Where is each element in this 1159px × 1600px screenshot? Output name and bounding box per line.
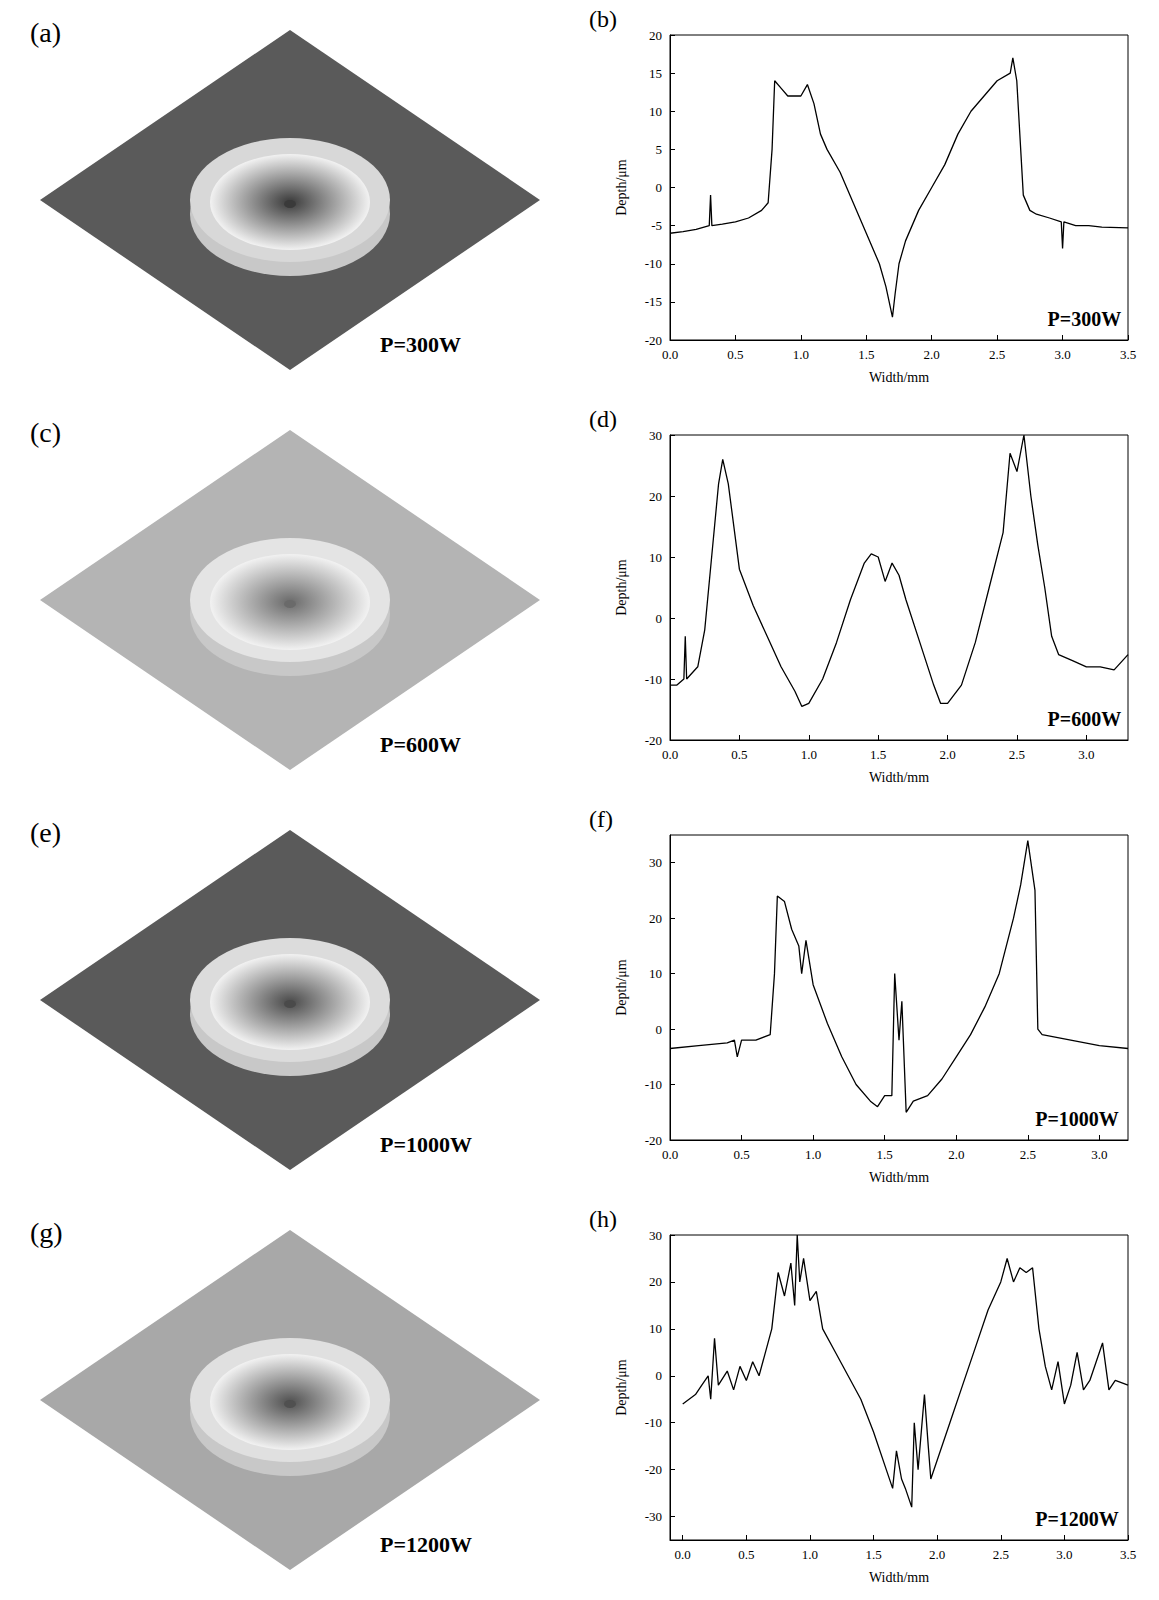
svg-text:-10: -10 (645, 1077, 662, 1092)
svg-text:2.5: 2.5 (989, 347, 1005, 362)
svg-text:(a): (a) (30, 17, 61, 48)
svg-text:(h): (h) (589, 1206, 617, 1232)
svg-text:20: 20 (649, 28, 662, 43)
svg-text:-20: -20 (645, 1462, 662, 1477)
svg-text:(c): (c) (30, 417, 61, 448)
svg-text:2.5: 2.5 (1020, 1147, 1036, 1162)
svg-text:2.0: 2.0 (924, 347, 940, 362)
svg-text:3.5: 3.5 (1120, 1547, 1136, 1562)
svg-text:2.5: 2.5 (993, 1547, 1009, 1562)
svg-text:3.0: 3.0 (1054, 347, 1070, 362)
svg-text:1.5: 1.5 (858, 347, 874, 362)
svg-text:30: 30 (649, 855, 662, 870)
svg-text:20: 20 (649, 911, 662, 926)
svg-text:1.0: 1.0 (805, 1147, 821, 1162)
svg-text:3.5: 3.5 (1120, 347, 1136, 362)
svg-text:10: 10 (649, 550, 662, 565)
svg-text:(f): (f) (589, 806, 613, 832)
svg-text:3.0: 3.0 (1056, 1547, 1072, 1562)
svg-text:5: 5 (656, 142, 663, 157)
svg-text:2.0: 2.0 (939, 747, 955, 762)
svg-text:20: 20 (649, 489, 662, 504)
svg-text:1.0: 1.0 (801, 747, 817, 762)
svg-text:-20: -20 (645, 1133, 662, 1148)
svg-text:1.0: 1.0 (802, 1547, 818, 1562)
svg-text:(e): (e) (30, 817, 61, 848)
svg-text:Depth/μm: Depth/μm (614, 559, 629, 616)
svg-text:0: 0 (656, 1368, 663, 1383)
svg-text:P=600W: P=600W (380, 732, 461, 757)
svg-text:0.5: 0.5 (738, 1547, 754, 1562)
svg-text:P=600W: P=600W (1048, 708, 1122, 730)
svg-text:-20: -20 (645, 333, 662, 348)
svg-text:Width/mm: Width/mm (869, 1570, 929, 1585)
svg-text:0.0: 0.0 (662, 1147, 678, 1162)
svg-text:1.5: 1.5 (870, 747, 886, 762)
svg-text:0.5: 0.5 (733, 1147, 749, 1162)
svg-text:0.0: 0.0 (662, 747, 678, 762)
svg-text:15: 15 (649, 66, 662, 81)
svg-text:P=300W: P=300W (1048, 308, 1122, 330)
svg-text:-15: -15 (645, 294, 662, 309)
svg-text:P=1200W: P=1200W (380, 1532, 472, 1557)
svg-text:30: 30 (649, 428, 662, 443)
svg-text:3.0: 3.0 (1078, 747, 1094, 762)
svg-text:0.5: 0.5 (727, 347, 743, 362)
svg-text:Width/mm: Width/mm (869, 1170, 929, 1185)
svg-text:-20: -20 (645, 733, 662, 748)
svg-text:P=300W: P=300W (380, 332, 461, 357)
svg-text:1.5: 1.5 (877, 1147, 893, 1162)
svg-text:10: 10 (649, 966, 662, 981)
svg-text:0: 0 (656, 611, 663, 626)
svg-text:1.0: 1.0 (793, 347, 809, 362)
svg-text:-30: -30 (645, 1509, 662, 1524)
svg-text:-10: -10 (645, 1415, 662, 1430)
svg-text:P=1200W: P=1200W (1035, 1508, 1119, 1530)
svg-text:Depth/μm: Depth/μm (614, 159, 629, 216)
svg-text:2.0: 2.0 (948, 1147, 964, 1162)
svg-text:Depth/μm: Depth/μm (614, 959, 629, 1016)
svg-text:10: 10 (649, 104, 662, 119)
svg-text:2.0: 2.0 (929, 1547, 945, 1562)
svg-text:1.5: 1.5 (865, 1547, 881, 1562)
svg-text:20: 20 (649, 1274, 662, 1289)
svg-text:0.0: 0.0 (675, 1547, 691, 1562)
svg-text:P=1000W: P=1000W (380, 1132, 472, 1157)
svg-text:Width/mm: Width/mm (869, 770, 929, 785)
svg-text:0.5: 0.5 (731, 747, 747, 762)
svg-text:(d): (d) (589, 406, 617, 432)
svg-text:P=1000W: P=1000W (1035, 1108, 1119, 1130)
svg-text:Depth/μm: Depth/μm (614, 1359, 629, 1416)
svg-text:0.0: 0.0 (662, 347, 678, 362)
svg-text:0: 0 (656, 180, 663, 195)
svg-text:Width/mm: Width/mm (869, 370, 929, 385)
svg-text:10: 10 (649, 1321, 662, 1336)
svg-text:(g): (g) (30, 1217, 63, 1248)
svg-text:(b): (b) (589, 6, 617, 32)
svg-text:30: 30 (649, 1228, 662, 1243)
svg-text:0: 0 (656, 1022, 663, 1037)
svg-text:-10: -10 (645, 672, 662, 687)
svg-text:-5: -5 (651, 218, 662, 233)
svg-text:2.5: 2.5 (1009, 747, 1025, 762)
svg-text:-10: -10 (645, 256, 662, 271)
svg-text:3.0: 3.0 (1091, 1147, 1107, 1162)
